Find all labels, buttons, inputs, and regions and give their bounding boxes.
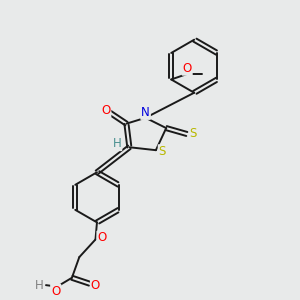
- Text: O: O: [182, 62, 192, 75]
- Text: O: O: [51, 284, 60, 298]
- Text: O: O: [91, 279, 100, 292]
- Text: O: O: [101, 104, 110, 117]
- Text: H: H: [35, 279, 44, 292]
- Text: H: H: [112, 137, 122, 150]
- Text: S: S: [159, 145, 166, 158]
- Text: O: O: [97, 232, 106, 244]
- Text: S: S: [190, 128, 197, 140]
- Text: N: N: [141, 106, 150, 119]
